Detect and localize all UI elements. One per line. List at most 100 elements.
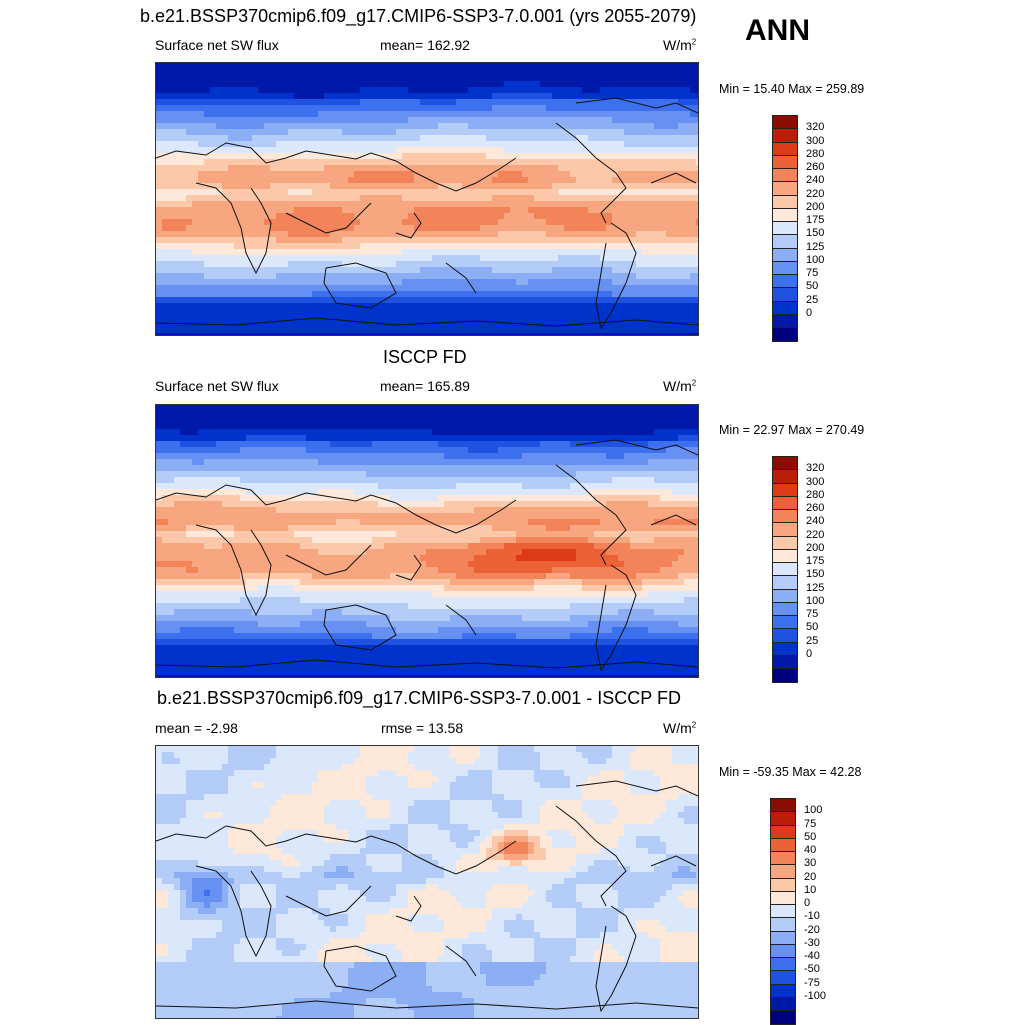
- contour-cell: [606, 225, 613, 232]
- contour-cell: [210, 87, 217, 94]
- contour-cell: [618, 429, 625, 436]
- contour-cell: [636, 327, 643, 334]
- contour-cell: [216, 219, 223, 226]
- contour-cell: [282, 453, 289, 460]
- contour-cell: [198, 315, 205, 322]
- contour-cell: [300, 159, 307, 166]
- contour-cell: [696, 165, 698, 172]
- contour-cell: [384, 135, 391, 142]
- contour-cell: [642, 171, 649, 178]
- contour-cell: [174, 165, 181, 172]
- contour-cell: [690, 153, 697, 160]
- contour-cell: [342, 441, 349, 448]
- contour-cell: [564, 429, 571, 436]
- contour-cell: [324, 297, 331, 304]
- contour-cell: [522, 219, 529, 226]
- contour-cell: [228, 297, 235, 304]
- contour-cell: [528, 129, 535, 136]
- contour-cell: [258, 69, 265, 76]
- contour-cell: [162, 231, 169, 238]
- contour-cell: [516, 417, 523, 424]
- contour-cell: [462, 147, 469, 154]
- contour-cell: [420, 147, 427, 154]
- contour-cell: [252, 93, 259, 100]
- contour-cell: [234, 447, 241, 454]
- contour-cell: [492, 195, 499, 202]
- contour-cell: [330, 219, 337, 226]
- contour-cell: [558, 441, 565, 448]
- contour-cell: [306, 105, 313, 112]
- contour-cell: [516, 447, 523, 454]
- contour-cell: [564, 405, 571, 412]
- contour-cell: [198, 255, 205, 262]
- contour-cell: [366, 159, 373, 166]
- contour-cell: [276, 135, 283, 142]
- contour-cell: [408, 405, 415, 412]
- contour-cell: [192, 171, 199, 178]
- contour-cell: [444, 423, 451, 430]
- contour-cell: [240, 285, 247, 292]
- contour-cell: [450, 279, 457, 286]
- contour-cell: [588, 267, 595, 274]
- contour-cell: [660, 315, 667, 322]
- contour-cell: [648, 93, 655, 100]
- contour-cell: [354, 81, 361, 88]
- contour-cell: [264, 435, 271, 442]
- contour-cell: [564, 411, 571, 418]
- contour-cell: [162, 441, 169, 448]
- contour-cell: [384, 99, 391, 106]
- contour-cell: [198, 99, 205, 106]
- contour-cell: [444, 447, 451, 454]
- contour-cell: [318, 291, 325, 298]
- contour-cell: [348, 177, 355, 184]
- contour-cell: [372, 189, 379, 196]
- contour-cell: [528, 309, 535, 316]
- contour-cell: [522, 405, 529, 412]
- contour-cell: [294, 249, 301, 256]
- contour-cell: [558, 135, 565, 142]
- contour-cell: [366, 165, 373, 172]
- contour-cell: [234, 423, 241, 430]
- contour-cell: [582, 261, 589, 268]
- contour-cell: [240, 123, 247, 130]
- contour-cell: [348, 75, 355, 82]
- contour-cell: [588, 105, 595, 112]
- contour-cell: [438, 171, 445, 178]
- contour-cell: [378, 219, 385, 226]
- contour-cell: [378, 429, 385, 436]
- contour-cell: [636, 159, 643, 166]
- contour-cell: [438, 321, 445, 328]
- contour-cell: [570, 159, 577, 166]
- contour-cell: [576, 213, 583, 220]
- contour-cell: [294, 315, 301, 322]
- contour-cell: [366, 81, 373, 88]
- contour-cell: [462, 177, 469, 184]
- contour-cell: [516, 129, 523, 136]
- contour-cell: [396, 255, 403, 262]
- contour-cell: [408, 189, 415, 196]
- contour-cell: [414, 147, 421, 154]
- contour-cell: [306, 327, 313, 334]
- contour-cell: [654, 99, 661, 106]
- contour-cell: [672, 255, 679, 262]
- contour-cell: [390, 435, 397, 442]
- contour-cell: [192, 261, 199, 268]
- contour-cell: [570, 333, 577, 335]
- contour-cell: [408, 159, 415, 166]
- contour-cell: [276, 285, 283, 292]
- contour-cell: [294, 195, 301, 202]
- contour-cell: [180, 135, 187, 142]
- contour-cell: [570, 183, 577, 190]
- contour-cell: [420, 447, 427, 454]
- contour-cell: [612, 63, 619, 70]
- contour-cell: [348, 183, 355, 190]
- contour-cell: [258, 333, 265, 335]
- contour-cell: [546, 111, 553, 118]
- contour-cell: [672, 285, 679, 292]
- contour-cell: [534, 273, 541, 280]
- contour-cell: [360, 69, 367, 76]
- contour-cell: [252, 111, 259, 118]
- contour-cell: [372, 93, 379, 100]
- contour-cell: [378, 303, 385, 310]
- contour-cell: [174, 117, 181, 124]
